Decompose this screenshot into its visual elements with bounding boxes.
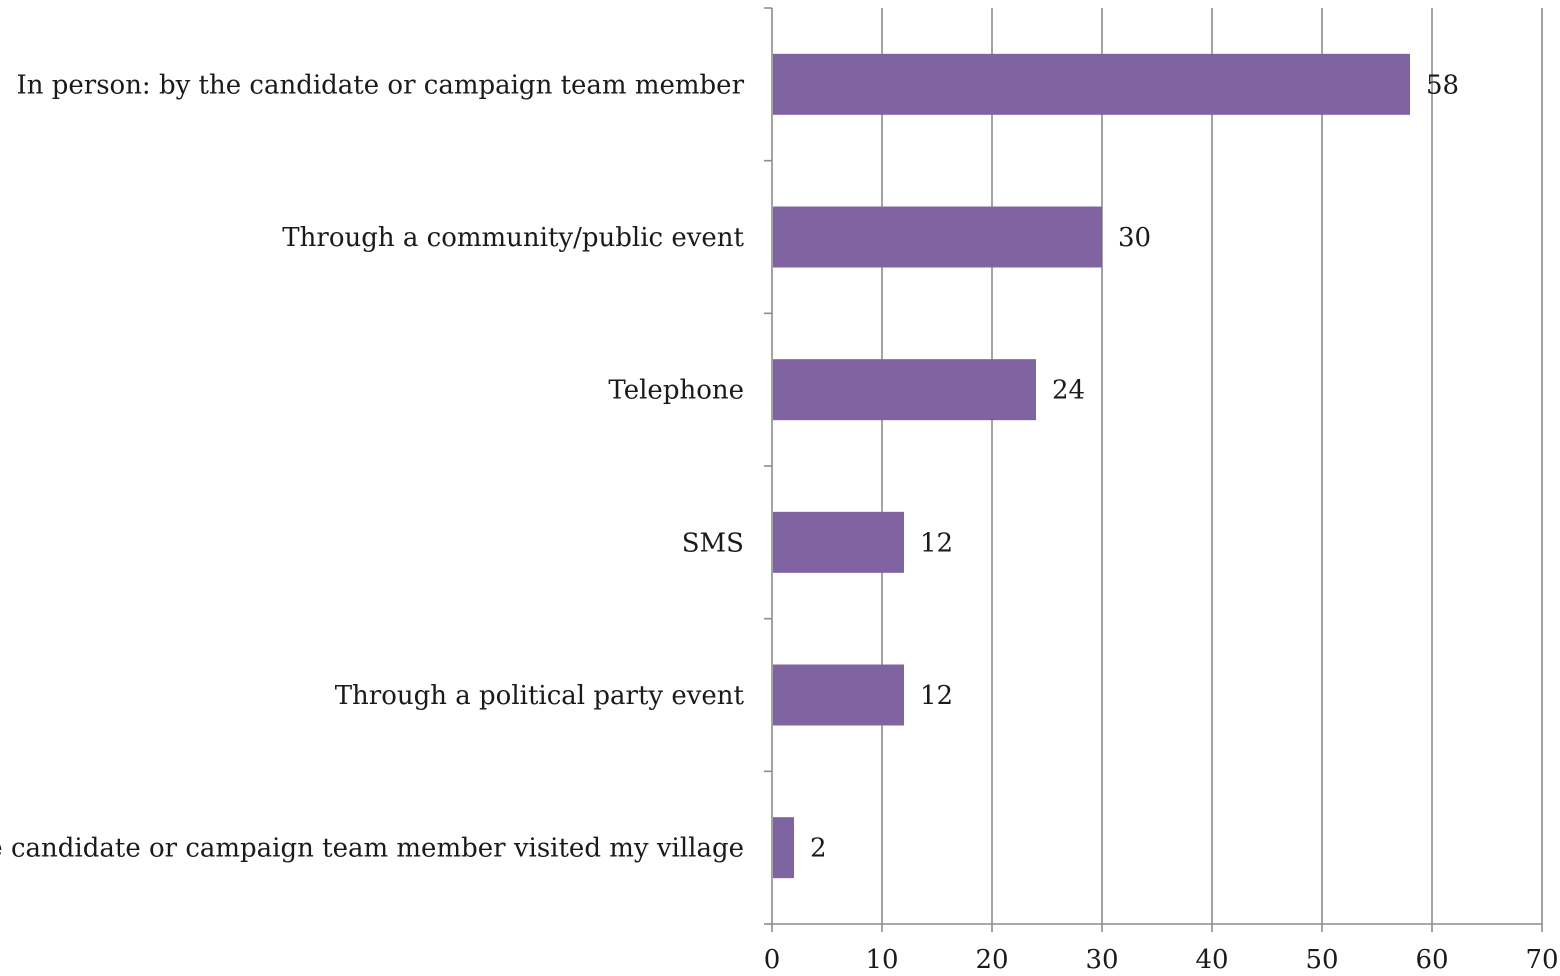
gridlines — [881, 8, 1543, 924]
bar — [773, 511, 904, 573]
data-label: 58 — [1426, 70, 1459, 100]
category-label: Telephone — [608, 376, 744, 406]
x-tick-label: 60 — [1415, 945, 1448, 975]
x-tick-label: 10 — [865, 945, 898, 975]
x-tick-label: 70 — [1525, 945, 1558, 975]
x-tick-label: 30 — [1085, 945, 1118, 975]
data-labels: 58 30 24 12 12 2 — [810, 70, 1459, 863]
x-tick-labels: 0 10 20 30 40 50 60 70 — [764, 945, 1559, 975]
bar — [773, 206, 1102, 268]
data-label: 2 — [810, 834, 827, 864]
axes — [764, 7, 1543, 932]
data-label: 12 — [920, 681, 953, 711]
x-tick-label: 20 — [975, 945, 1008, 975]
category-label: Through a political party event — [335, 681, 745, 711]
data-label: 30 — [1118, 223, 1151, 253]
bar — [773, 359, 1036, 421]
x-tick-label: 0 — [764, 945, 781, 975]
data-label: 24 — [1052, 376, 1085, 406]
category-label: The candidate or campaign team member vi… — [0, 834, 744, 864]
bar — [773, 664, 904, 726]
bar — [773, 53, 1410, 115]
x-tick-label: 40 — [1195, 945, 1228, 975]
bars — [773, 53, 1410, 879]
bar — [773, 817, 794, 879]
data-label: 12 — [920, 528, 953, 558]
category-labels: In person: by the candidate or campaign … — [0, 70, 745, 863]
x-tick-label: 50 — [1305, 945, 1338, 975]
category-label: In person: by the candidate or campaign … — [16, 70, 744, 100]
category-label: Through a community/public event — [282, 223, 744, 253]
category-label: SMS — [682, 528, 744, 558]
